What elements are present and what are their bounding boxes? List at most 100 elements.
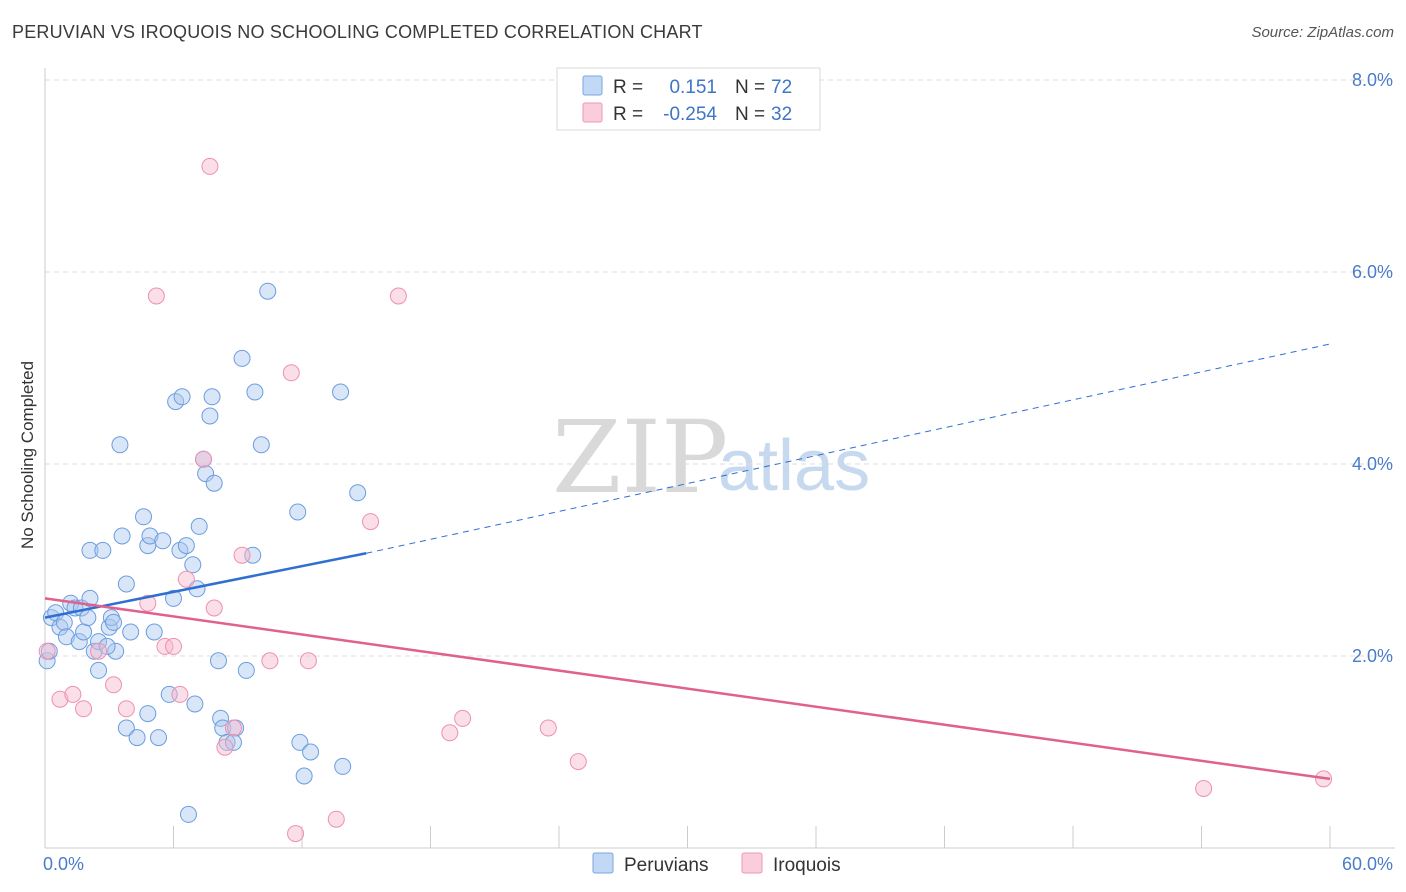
iroquois-point <box>327 810 345 828</box>
iroquois-point <box>224 719 242 737</box>
peruvians-point <box>141 527 159 545</box>
peruvians-point <box>70 633 88 651</box>
iroquois-point <box>362 513 380 531</box>
peruvians-point <box>173 388 191 406</box>
peruvians-point <box>128 729 146 747</box>
iroquois-point <box>51 690 69 708</box>
y-tick-label: 8.0% <box>1352 70 1393 90</box>
peruvians-point <box>184 556 202 574</box>
peruvians-point <box>233 349 251 367</box>
peruvians-point <box>295 767 313 785</box>
y-tick-label: 4.0% <box>1352 454 1393 474</box>
legend-item-iroquois: Iroquois <box>773 855 841 876</box>
iroquois-point <box>282 364 300 382</box>
peruvians-point <box>79 609 97 627</box>
peruvians-points <box>38 282 367 823</box>
iroquois-point <box>287 825 305 843</box>
peruvians-point <box>302 743 320 761</box>
chart-title: PERUVIAN VS IROQUOIS NO SCHOOLING COMPLE… <box>12 22 703 42</box>
iroquois-points <box>38 157 1333 843</box>
legend-r-value: 0.151 <box>669 77 717 98</box>
peruvians-point <box>113 527 131 545</box>
iroquois-point <box>90 642 108 660</box>
iroquois-trend-line <box>44 597 1331 781</box>
y-tick-labels: 2.0% 4.0% 6.0% 8.0% <box>1352 70 1393 666</box>
iroquois-point <box>261 652 279 670</box>
series-legend: Peruvians Iroquois <box>592 852 841 876</box>
x-tick-label-max: 60.0% <box>1342 854 1393 874</box>
peruvians-trend-line <box>44 552 367 619</box>
peruvians-point <box>135 508 153 526</box>
legend-n-label: N = <box>735 77 765 98</box>
peruvians-point <box>81 589 99 607</box>
peruvians-point <box>75 623 93 641</box>
peruvians-point <box>201 407 219 425</box>
peruvians-point <box>90 661 108 679</box>
peruvians-point <box>139 705 157 723</box>
peruvians-point <box>98 637 116 655</box>
peruvians-point <box>291 733 309 751</box>
legend-swatch-iroquois <box>582 102 603 123</box>
peruvians-point <box>252 436 270 454</box>
peruvians-point <box>107 642 125 660</box>
iroquois-point <box>177 570 195 588</box>
peruvians-point <box>197 465 215 483</box>
peruvians-point <box>150 729 168 747</box>
peruvians-point <box>165 589 182 607</box>
iroquois-point <box>105 676 123 694</box>
iroquois-point <box>165 637 182 655</box>
source-credit: Source: ZipAtlas.com <box>1251 24 1394 41</box>
y-axis-label: No Schooling Completed <box>18 361 37 549</box>
iroquois-point <box>299 652 317 670</box>
iroquois-point <box>441 724 459 742</box>
peruvians-point <box>111 436 129 454</box>
peruvians-point <box>94 541 112 559</box>
watermark-atlas: atlas <box>718 426 870 506</box>
peruvians-point <box>186 695 204 713</box>
y-tick-label: 2.0% <box>1352 646 1393 666</box>
iroquois-point <box>569 753 587 771</box>
grid-lines <box>45 79 1395 657</box>
peruvians-point <box>289 503 307 521</box>
peruvians-point <box>85 642 103 660</box>
peruvians-point <box>205 474 223 492</box>
trend-lines <box>44 343 1331 781</box>
legend-swatch-iroquois <box>741 852 763 874</box>
iroquois-point <box>205 599 223 617</box>
legend-r-label: R = <box>613 77 643 98</box>
iroquois-point <box>171 685 189 703</box>
axes <box>44 68 1395 849</box>
peruvians-point <box>117 719 135 737</box>
peruvians-point <box>246 383 264 401</box>
legend-swatch-peruvians <box>592 852 614 874</box>
peruvians-point <box>259 282 277 300</box>
peruvians-point <box>154 532 172 550</box>
watermark-zip: ZIP <box>552 399 728 516</box>
peruvians-point <box>334 757 352 775</box>
legend-n-label: N = <box>735 104 765 125</box>
peruvians-point <box>190 517 208 535</box>
iroquois-point <box>156 637 174 655</box>
peruvians-point <box>90 633 108 651</box>
peruvians-point <box>203 388 221 406</box>
legend-r-value: -0.254 <box>663 104 717 125</box>
iroquois-point <box>216 738 234 756</box>
iroquois-point <box>147 287 165 305</box>
correlation-legend: R = 0.151 N = 72 R = -0.254 N = 32 <box>556 67 821 131</box>
peruvians-point <box>55 613 73 631</box>
peruvians-point <box>105 613 123 631</box>
peruvians-point <box>332 383 350 401</box>
peruvians-point <box>145 623 163 641</box>
y-tick-label: 6.0% <box>1352 262 1393 282</box>
peruvians-point <box>224 733 242 751</box>
iroquois-point <box>38 642 56 660</box>
peruvians-point <box>81 541 99 559</box>
legend-r-label: R = <box>613 104 643 125</box>
iroquois-point <box>454 709 472 727</box>
peruvians-point <box>57 628 75 646</box>
iroquois-point <box>139 594 157 612</box>
x-ticks <box>173 826 1331 848</box>
peruvians-point <box>179 805 197 823</box>
iroquois-point <box>539 719 557 737</box>
